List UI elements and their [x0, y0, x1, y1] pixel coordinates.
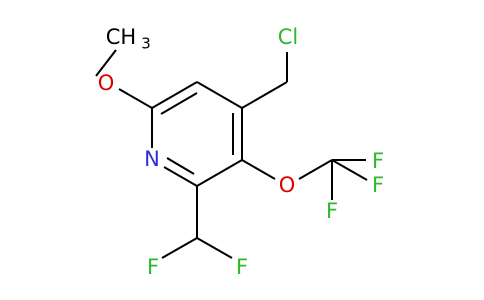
atom-label: F [326, 199, 338, 223]
atom-label: O [279, 173, 296, 197]
atom-label: Cl [278, 25, 299, 49]
atom-label: O [98, 71, 115, 95]
bonds [95, 49, 368, 259]
atom-label: N [144, 147, 160, 171]
atom-label: CH [106, 25, 136, 49]
atom-label: F [147, 255, 159, 279]
atom-label: F [372, 173, 384, 197]
atom-subscript: 3 [141, 35, 151, 53]
atom-label: F [372, 149, 384, 173]
atom-label: F [236, 255, 248, 279]
